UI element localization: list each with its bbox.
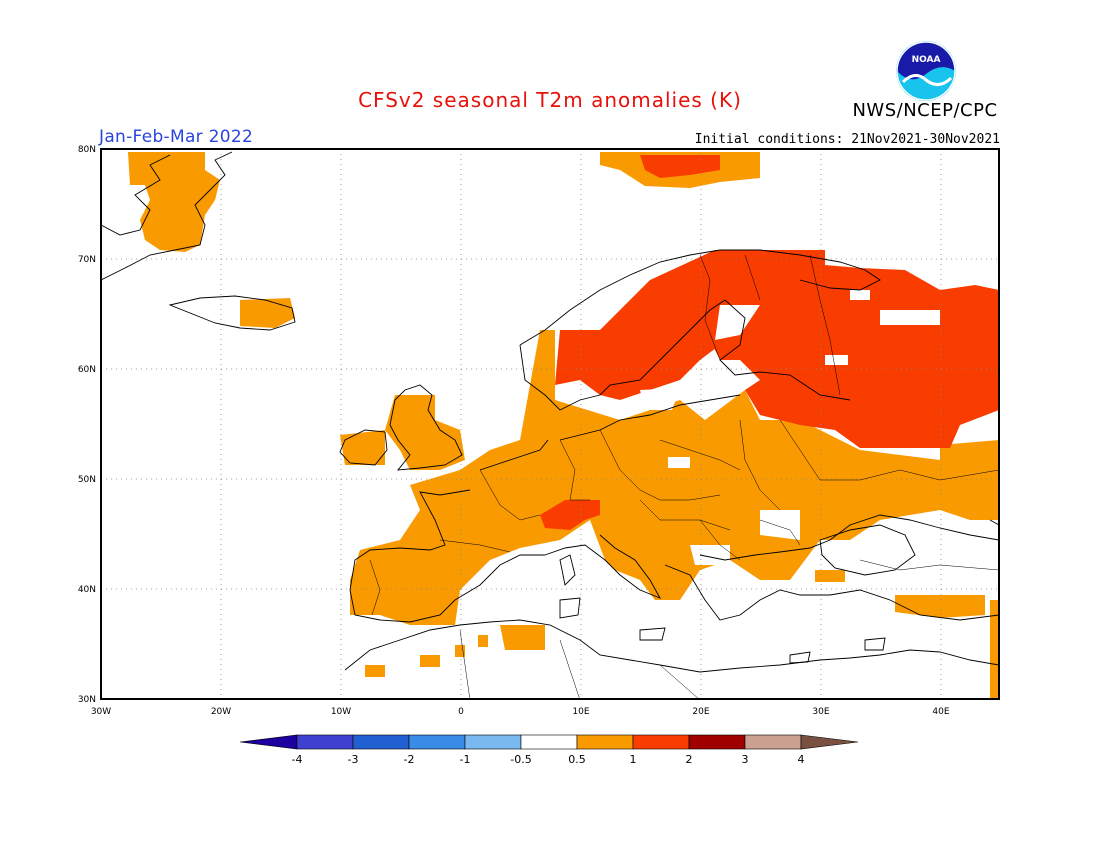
colorbar-tick: 1 [630, 753, 637, 766]
lon-label: 20E [692, 707, 709, 717]
colorbar-tick: 2 [686, 753, 693, 766]
colorbar-tick: 4 [798, 753, 805, 766]
lat-label: 70N [78, 255, 96, 265]
noaa-logo: NOAA [896, 41, 956, 101]
colorbar-right-arrow [800, 734, 859, 750]
colorbar-segment [520, 734, 578, 750]
country-borders [369, 254, 999, 699]
lon-label: 30E [812, 707, 829, 717]
colorbar-segment [352, 734, 410, 750]
lon-label: 20W [211, 707, 231, 717]
neutral-holes [640, 290, 940, 565]
chart-title: CFSv2 seasonal T2m anomalies (K) [358, 88, 742, 112]
agency-label: NWS/NCEP/CPC [852, 100, 998, 121]
colorbar-segment [296, 734, 354, 750]
colorbar-tick: 0.5 [568, 753, 586, 766]
longitude-labels: 30W 20W 10W 0 10E 20E 30E 40E [91, 707, 950, 717]
lat-label: 60N [78, 365, 96, 375]
grid-lines [101, 149, 999, 699]
anomaly-fields [128, 152, 999, 699]
forecast-period: Jan-Feb-Mar 2022 [99, 127, 254, 147]
colorbar-tick: -0.5 [510, 753, 531, 766]
lat-label: 50N [78, 475, 96, 485]
colorbar: -4 -3 -2 -1 -0.5 0.5 1 2 3 4 [239, 734, 859, 766]
colorbar-left-arrow [239, 734, 298, 750]
anomaly-orange-regions [128, 152, 999, 699]
latitude-labels: 30N 40N 50N 60N 70N 80N [78, 145, 96, 705]
lon-label: 10E [572, 707, 589, 717]
colorbar-segment [408, 734, 466, 750]
lon-label: 10W [331, 707, 351, 717]
initial-conditions: Initial conditions: 21Nov2021-30Nov2021 [694, 132, 1000, 147]
colorbar-tick: -4 [292, 753, 303, 766]
lat-label: 40N [78, 585, 96, 595]
colorbar-tick: -3 [348, 753, 359, 766]
lon-label: 40E [932, 707, 949, 717]
colorbar-segment [688, 734, 746, 750]
colorbar-segment [464, 734, 522, 750]
colorbar-tick: -1 [460, 753, 471, 766]
anomaly-red-regions [540, 155, 999, 530]
colorbar-segment [744, 734, 802, 750]
colorbar-segment [576, 734, 634, 750]
lat-label: 30N [78, 695, 96, 705]
colorbar-segment [632, 734, 690, 750]
colorbar-tick: 3 [742, 753, 749, 766]
map-frame [100, 148, 1000, 700]
lon-label: 30W [91, 707, 111, 717]
lat-label: 80N [78, 145, 96, 155]
colorbar-tick: -2 [404, 753, 415, 766]
logo-text: NOAA [912, 55, 941, 65]
lon-label: 0 [458, 707, 464, 717]
